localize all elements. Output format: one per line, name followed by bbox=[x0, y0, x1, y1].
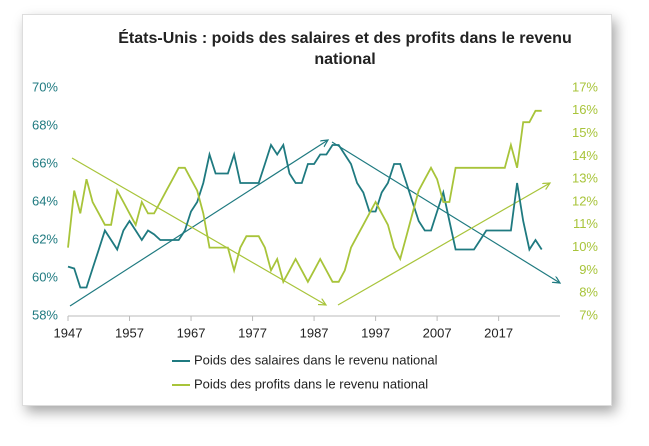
x-tick-label: 1987 bbox=[300, 325, 329, 340]
series-line bbox=[67, 142, 543, 289]
x-tick-label: 1967 bbox=[177, 325, 206, 340]
y2-tick-label: 15% bbox=[572, 125, 598, 140]
series-line bbox=[67, 109, 542, 285]
trend-arrows bbox=[69, 140, 560, 307]
y-tick-label: 62% bbox=[32, 231, 58, 246]
y-tick-label: 70% bbox=[32, 79, 58, 94]
y-tick-label: 64% bbox=[32, 193, 58, 208]
x-tick-label: 1977 bbox=[238, 325, 267, 340]
y2-tick-label: 17% bbox=[572, 79, 598, 94]
y2-tick-label: 7% bbox=[579, 307, 598, 322]
legend-label: Poids des salaires dans le revenu nation… bbox=[194, 352, 438, 367]
trend-arrow bbox=[331, 141, 560, 283]
legend-label: Poids des profits dans le revenu nationa… bbox=[194, 376, 428, 391]
y2-tick-label: 8% bbox=[579, 285, 598, 300]
x-tick-label: 1997 bbox=[361, 325, 390, 340]
y2-tick-label: 16% bbox=[572, 102, 598, 117]
x-tick-label: 1957 bbox=[115, 325, 144, 340]
chart-title: États-Unis : poids des salaires et des p… bbox=[118, 30, 572, 68]
y-tick-label: 68% bbox=[32, 117, 58, 132]
y-tick-label: 66% bbox=[32, 155, 58, 170]
y2-tick-label: 11% bbox=[573, 216, 598, 231]
x-tick-label: 2007 bbox=[423, 325, 452, 340]
y-tick-label: 58% bbox=[32, 307, 58, 322]
x-tick-label: 1947 bbox=[54, 325, 83, 340]
y2-tick-label: 9% bbox=[579, 262, 598, 277]
trend-arrow bbox=[69, 140, 328, 307]
x-tick-label: 2017 bbox=[484, 325, 513, 340]
y2-tick-label: 12% bbox=[572, 193, 598, 208]
y2-tick-label: 14% bbox=[572, 148, 598, 163]
y2-tick-label: 10% bbox=[572, 239, 598, 254]
trend-arrow bbox=[71, 157, 326, 305]
y2-tick-label: 13% bbox=[572, 171, 598, 186]
y-tick-label: 60% bbox=[32, 269, 58, 284]
